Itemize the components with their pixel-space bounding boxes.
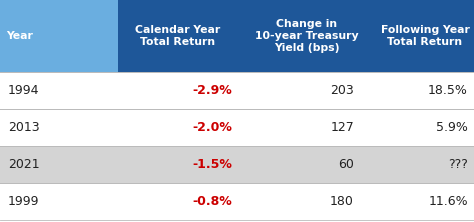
Polygon shape <box>118 183 238 220</box>
Text: 203: 203 <box>330 84 354 97</box>
Polygon shape <box>0 146 118 183</box>
Polygon shape <box>376 109 474 146</box>
Polygon shape <box>0 109 118 146</box>
Text: -2.0%: -2.0% <box>192 121 232 134</box>
Polygon shape <box>238 109 376 146</box>
Polygon shape <box>238 72 376 109</box>
Text: 60: 60 <box>338 158 354 171</box>
Text: 1999: 1999 <box>8 195 39 208</box>
Text: 18.5%: 18.5% <box>428 84 468 97</box>
Polygon shape <box>0 72 118 109</box>
Text: Change in
10-year Treasury
Yield (bps): Change in 10-year Treasury Yield (bps) <box>255 19 359 54</box>
Polygon shape <box>118 0 238 72</box>
Text: 180: 180 <box>330 195 354 208</box>
Polygon shape <box>118 146 238 183</box>
Text: -1.5%: -1.5% <box>192 158 232 171</box>
Polygon shape <box>376 183 474 220</box>
Text: 127: 127 <box>330 121 354 134</box>
Text: -0.8%: -0.8% <box>192 195 232 208</box>
Text: 1994: 1994 <box>8 84 39 97</box>
Polygon shape <box>376 0 474 72</box>
Polygon shape <box>238 0 376 72</box>
Text: -2.9%: -2.9% <box>192 84 232 97</box>
Polygon shape <box>118 72 238 109</box>
Text: Year: Year <box>6 31 33 41</box>
Text: Following Year
Total Return: Following Year Total Return <box>381 25 469 47</box>
Polygon shape <box>376 146 474 183</box>
Polygon shape <box>238 146 376 183</box>
Text: 5.9%: 5.9% <box>436 121 468 134</box>
Polygon shape <box>0 0 118 72</box>
Text: 2021: 2021 <box>8 158 40 171</box>
Polygon shape <box>376 72 474 109</box>
Text: 2013: 2013 <box>8 121 40 134</box>
Polygon shape <box>118 109 238 146</box>
Text: 11.6%: 11.6% <box>428 195 468 208</box>
Polygon shape <box>238 183 376 220</box>
Polygon shape <box>0 183 118 220</box>
Text: ???: ??? <box>448 158 468 171</box>
Text: Calendar Year
Total Return: Calendar Year Total Return <box>136 25 220 47</box>
